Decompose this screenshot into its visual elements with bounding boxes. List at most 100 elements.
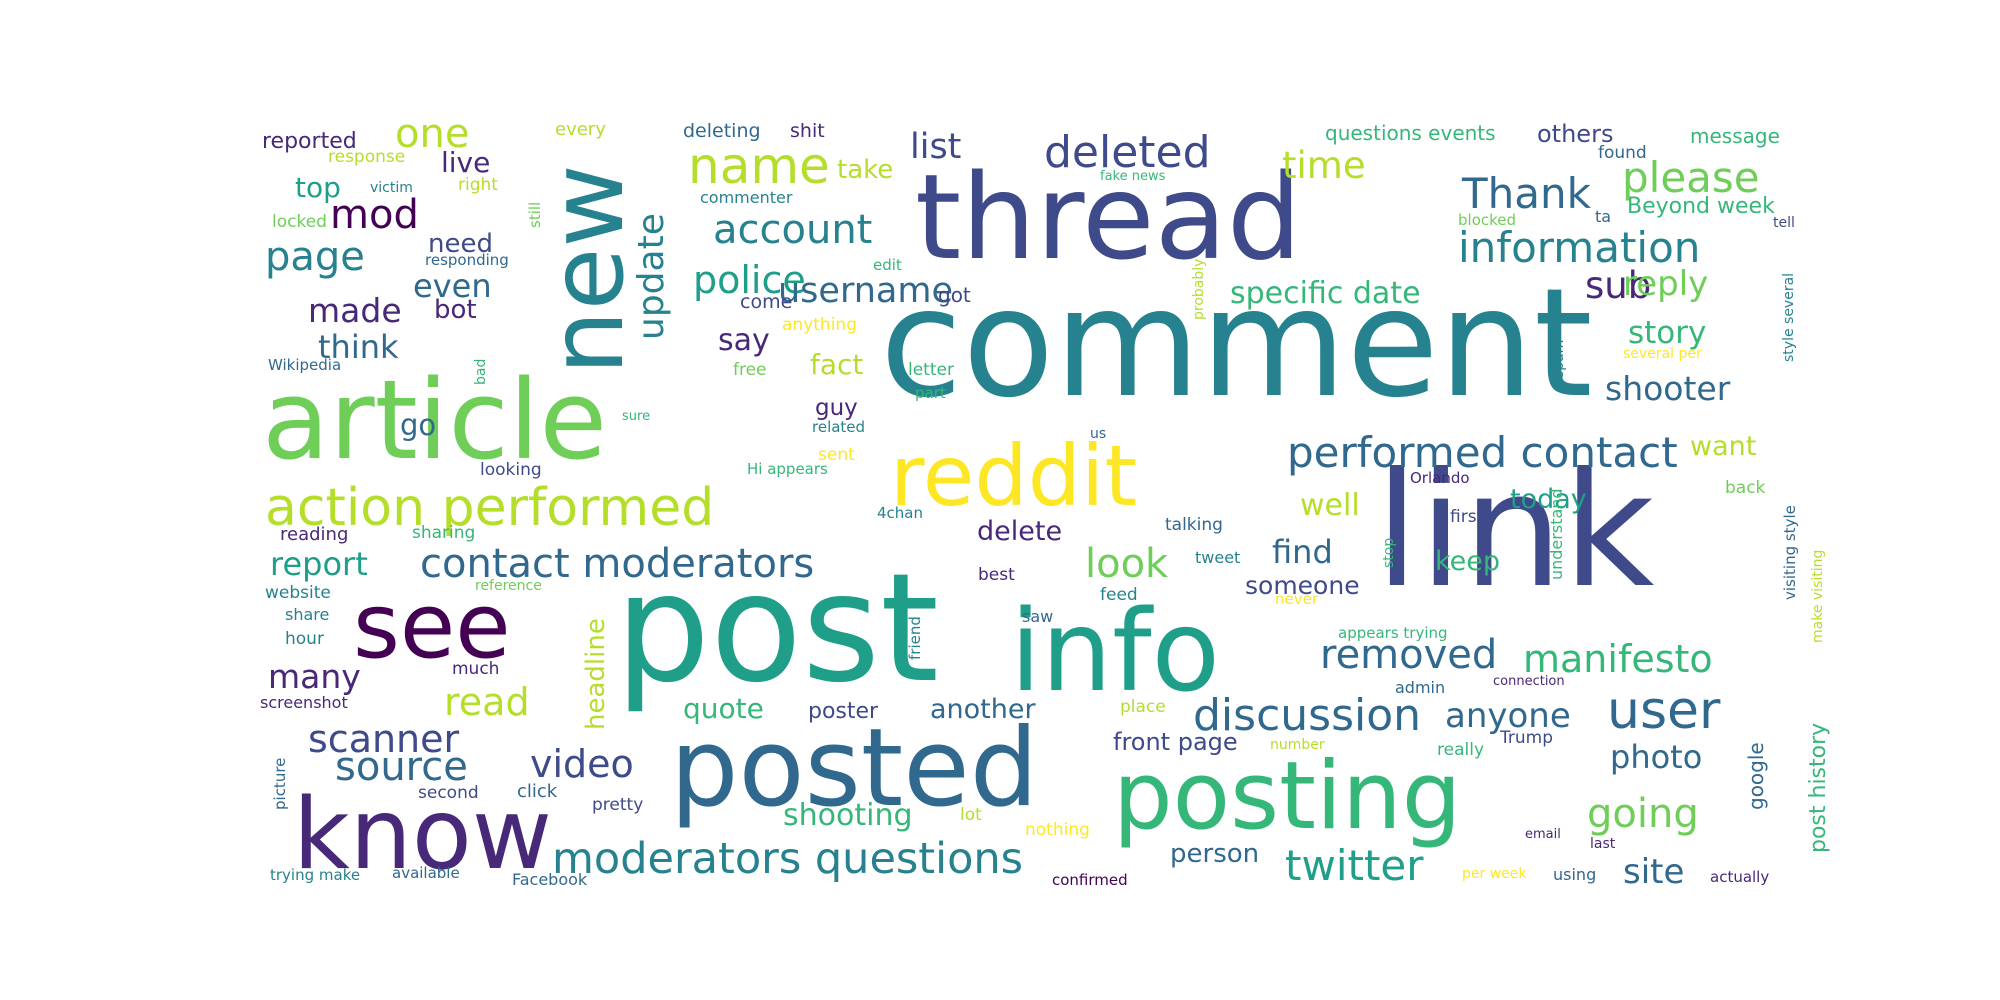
word-username: username [778,271,953,311]
word-shooting: shooting [783,798,913,833]
word-please: please [1622,153,1760,202]
word-trying-make: trying make [270,866,360,884]
word-right: right [458,175,498,195]
word-read: read [444,680,530,724]
word-link: link [1375,439,1655,623]
word-reading: reading [280,524,348,545]
word-want: want [1690,431,1756,462]
word-never: never [1275,590,1319,608]
word-got: got [938,283,971,307]
word-fact: fact [810,348,863,381]
word-shit: shit [790,120,825,142]
word-victim: victim [370,180,413,196]
word-bot: bot [434,295,477,325]
word-reddit: reddit [890,427,1137,525]
word-facebook: Facebook [512,870,588,889]
word-blocked: blocked [1458,211,1516,229]
word-keep: keep [1435,546,1500,577]
word-look: look [1085,541,1169,587]
word-mod: mod [330,192,419,238]
word-website: website [265,583,331,603]
word-per-week: per week [1462,866,1527,882]
word-4chan: 4chan [877,504,923,522]
word-email: email [1525,827,1561,842]
word-screenshot: screenshot [260,693,348,712]
word-nothing: nothing [1025,820,1090,840]
word-make-visiting: make visiting [1810,550,1826,643]
word-place: place [1120,697,1166,717]
word-video: video [530,742,634,786]
word-sure: sure [622,409,650,424]
word-post-history: post history [1806,723,1831,853]
word-letter: letter [908,360,954,380]
word-know: know [293,778,552,892]
word-comment: comment [880,257,1593,431]
word-site: site [1623,852,1684,892]
word-beyond-week: Beyond week [1627,194,1775,219]
word-message: message [1690,124,1780,148]
word-stop: stop [1381,538,1397,568]
word-scanner: scanner [308,717,460,761]
word-moderators-questions: moderators questions [552,834,1023,884]
word-poster: poster [808,699,879,724]
word-removed: removed [1320,632,1497,678]
word-photo: photo [1610,738,1702,776]
word-back: back [1725,478,1766,498]
word-info: info [1010,587,1220,717]
word-list: list [910,127,961,167]
word-locked: locked [272,212,327,232]
word-well: well [1300,488,1360,523]
word-find: find [1272,533,1333,571]
word-picture: picture [271,758,289,810]
word-twitter: twitter [1285,841,1424,890]
word-one: one [395,111,469,157]
word-trump: Trump [1499,728,1553,748]
word-click: click [517,781,558,802]
word-quote: quote [683,692,764,725]
word-understand: understand [1547,488,1566,580]
word-source: source [335,744,468,790]
word-many: many [268,657,361,696]
word-posted: posted [670,706,1038,831]
word-edit: edit [873,256,902,274]
word-manifesto: manifesto [1523,637,1713,681]
word-sub: sub [1585,264,1651,307]
word-several-per: several per [1623,346,1702,362]
word-feed: feed [1100,585,1138,605]
word-delete: delete [977,516,1062,547]
word-every: every [555,119,606,140]
word-reported: reported [262,129,357,154]
word-story: story [1628,315,1706,351]
word-number: number [1270,737,1325,753]
word-front-page: front page [1113,728,1238,756]
word-update: update [631,213,672,340]
word-need: need [428,229,493,259]
word-thank: Thank [1461,169,1592,218]
word-much: much [452,659,499,679]
word-information: information [1458,223,1700,272]
word-live: live [441,146,490,179]
word-anything: anything [782,315,857,335]
word-today: today [1510,484,1587,515]
word-responding: responding [425,251,509,269]
word-available: available [392,864,460,882]
word-made: made [308,291,402,330]
word-come: come [740,291,792,313]
word-account: account [713,207,872,253]
word-tell: tell [1773,215,1795,231]
word-action-performed: action performed [265,478,714,538]
word-even: even [413,267,492,305]
word-person: person [1170,839,1259,869]
word-see: see [353,574,511,679]
word-spam: spam [1551,340,1567,378]
word-sent: sent [818,445,855,465]
word-still: still [526,202,544,228]
word-related: related [812,418,865,436]
word-visiting-style: visiting style [1781,505,1799,600]
word-page: page [265,234,365,280]
word-first: first [1450,507,1484,527]
word-think: think [318,328,399,366]
word-shooter: shooter [1605,369,1731,408]
word-another: another [930,694,1036,725]
word-new: new [528,164,647,375]
